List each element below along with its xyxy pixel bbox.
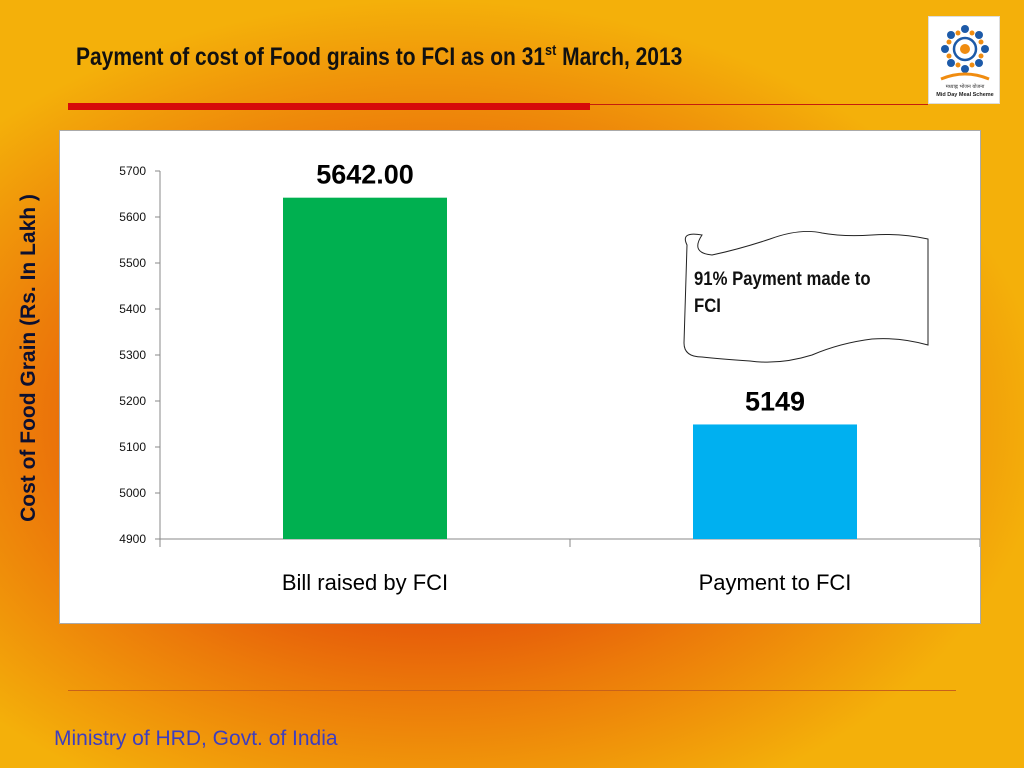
y-tick-label: 5400 xyxy=(119,302,146,316)
x-category-label: Bill raised by FCI xyxy=(282,570,448,595)
y-tick-label: 5200 xyxy=(119,394,146,408)
data-label: 5149 xyxy=(745,386,805,416)
y-tick-label: 5500 xyxy=(119,256,146,270)
page-title: Payment of cost of Food grains to FCI as… xyxy=(76,42,682,72)
people-circle-icon xyxy=(940,25,990,81)
bar-chart: 4900 5000 5100 5200 5300 5400 5500 5600 5700 5642… xyxy=(119,160,980,595)
y-axis-label: Cost of Food Grain (Rs. In Lakh ) xyxy=(17,194,40,522)
callout-text: 91% Payment made to FCI xyxy=(694,269,871,317)
y-tick-label: 5100 xyxy=(119,440,146,454)
logo-hindi-text: मध्याह्न भोजन योजना xyxy=(945,84,985,90)
title-date: March, 2013 xyxy=(556,43,683,71)
footer-text: Ministry of HRD, Govt. of India xyxy=(54,727,338,750)
footer-rule xyxy=(68,690,956,691)
y-tick-label: 5600 xyxy=(119,210,146,224)
title-underline-bar xyxy=(68,103,590,110)
title-superscript: st xyxy=(545,42,557,59)
mid-day-meal-logo: मध्याह्न भोजन योजना Mid Day Meal Scheme xyxy=(928,16,1000,104)
x-category-label: Payment to FCI xyxy=(699,570,852,595)
logo-caption: Mid Day Meal Scheme xyxy=(936,92,994,98)
title-main: Payment of cost of Food grains to FCI as… xyxy=(76,43,546,71)
y-tick-label: 5000 xyxy=(119,486,146,500)
bar-1 xyxy=(283,197,447,539)
data-label: 5642.00 xyxy=(316,160,414,190)
callout-scroll-shape xyxy=(683,231,929,363)
chart-panel: 4900 5000 5100 5200 5300 5400 5500 5600 5700 5642… xyxy=(59,130,981,624)
y-tick-label: 5300 xyxy=(119,348,146,362)
bar-2 xyxy=(693,424,857,539)
y-tick-label: 4900 xyxy=(119,532,146,546)
y-tick-label: 5700 xyxy=(119,164,146,178)
title-underline-rule xyxy=(590,104,928,105)
